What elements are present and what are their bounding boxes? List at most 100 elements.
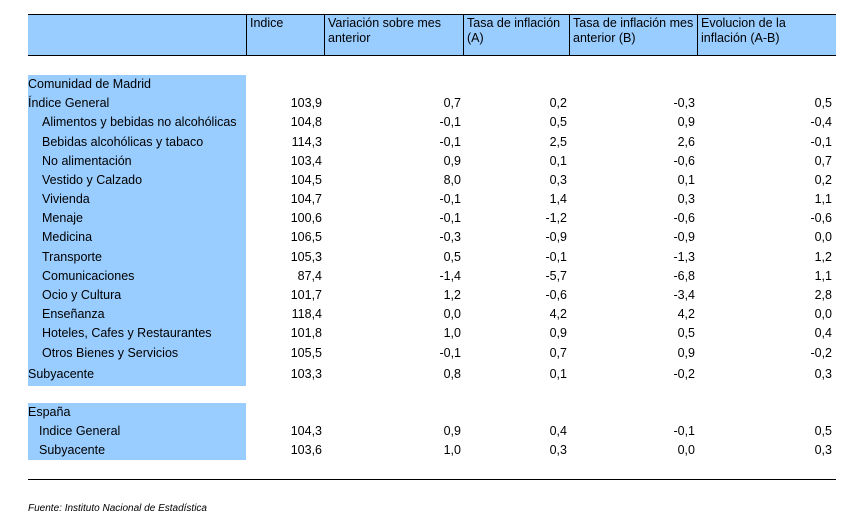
cell-value: 0,0 [814, 307, 832, 321]
table-row: Enseñanza 118,4 0,0 4,2 4,2 0,0 [0, 305, 850, 324]
header-evolucion: Evolucion de la inflación (A-B) [697, 15, 836, 55]
cell-value: 0,8 [443, 367, 461, 381]
cell-value: 2,6 [677, 135, 695, 149]
row-label: Comunicaciones [42, 269, 135, 283]
cell-value: -0,6 [673, 211, 695, 225]
source-note: Fuente: Instituto Nacional de Estadístic… [28, 503, 207, 514]
cell-value: 101,8 [290, 326, 322, 340]
header-tasa-a: Tasa de inflación (A) [463, 15, 569, 55]
cell-value: 1,0 [443, 443, 461, 457]
cell-value: 2,8 [814, 288, 832, 302]
cell-value: -0,1 [439, 211, 461, 225]
cell-value: 4,2 [549, 307, 567, 321]
cell-value: -0,6 [545, 288, 567, 302]
cell-value: 1,2 [443, 288, 461, 302]
table-row: Comunicaciones 87,4 -1,4 -5,7 -6,8 1,1 [0, 267, 850, 286]
cell-value: 0,9 [443, 424, 461, 438]
cell-value: 103,9 [290, 96, 322, 110]
cell-value: 1,1 [814, 269, 832, 283]
cell-value: 103,4 [290, 154, 322, 168]
row-label: Índice General [28, 96, 110, 110]
row-label: Subyacente [28, 367, 95, 381]
cell-value: 1,4 [549, 192, 567, 206]
cell-value: -0,1 [439, 346, 461, 360]
cell-value: 1,2 [814, 250, 832, 264]
cell-value: 100,6 [290, 211, 322, 225]
cell-value: 104,8 [290, 115, 322, 129]
header-blank [28, 15, 246, 55]
cell-value: 0,1 [677, 173, 695, 187]
table-row: Vivienda 104,7 -0,1 1,4 0,3 1,1 [0, 190, 850, 209]
cell-value: 0,5 [677, 326, 695, 340]
row-label: Comunidad de Madrid [28, 77, 151, 91]
row-label: Vivienda [42, 192, 90, 206]
table-row: Transporte 105,3 0,5 -0,1 -1,3 1,2 [0, 248, 850, 267]
table-row: Bebidas alcohólicas y tabaco 114,3 -0,1 2,5… [0, 133, 850, 152]
cell-value: 0,3 [814, 367, 832, 381]
cell-value: 0,2 [814, 173, 832, 187]
cell-value: 1,0 [443, 326, 461, 340]
cell-value: 0,5 [814, 96, 832, 110]
cell-value: 0,5 [814, 424, 832, 438]
row-label: Hoteles, Cafes y Restaurantes [42, 326, 212, 340]
cell-value: 105,5 [290, 346, 322, 360]
row-label: Otros Bienes y Servicios [42, 346, 179, 360]
cell-value: 1,1 [814, 192, 832, 206]
cell-value: 0,0 [677, 443, 695, 457]
cell-value: -1,3 [673, 250, 695, 264]
cell-value: 0,9 [549, 326, 567, 340]
section-row-espana: España [0, 403, 850, 422]
table-row-madrid-subyacente: Subyacente 103,3 0,8 0,1 -0,2 0,3 [0, 365, 850, 384]
cell-value: 0,1 [549, 367, 567, 381]
cell-value: 0,3 [549, 173, 567, 187]
cell-value: -0,1 [810, 135, 832, 149]
cell-value: -0,9 [673, 230, 695, 244]
table-row-madrid-general: Índice General 103,9 0,7 0,2 -0,3 0,5 [0, 94, 850, 113]
table-row: Menaje 100,6 -0,1 -1,2 -0,6 -0,6 [0, 209, 850, 228]
row-label: Subyacente [39, 443, 106, 457]
cell-value: -0,2 [673, 367, 695, 381]
cell-value: -0,3 [439, 230, 461, 244]
cell-value: 0,3 [677, 192, 695, 206]
cell-value: -6,8 [673, 269, 695, 283]
row-label: Vestido y Calzado [42, 173, 143, 187]
cell-value: 105,3 [290, 250, 322, 264]
cell-value: 0,5 [443, 250, 461, 264]
cell-value: -1,4 [439, 269, 461, 283]
cell-value: 118,4 [291, 307, 322, 321]
table-header: Indice Variación sobre mes anterior Tasa d… [28, 14, 836, 56]
cell-value: 104,5 [290, 173, 322, 187]
cell-value: -3,4 [673, 288, 695, 302]
cell-value: 87,4 [297, 269, 322, 283]
cell-value: -0,9 [545, 230, 567, 244]
cell-value: 103,6 [290, 443, 322, 457]
cell-value: 0,5 [549, 115, 567, 129]
row-label: Enseñanza [42, 307, 105, 321]
cell-value: -0,3 [673, 96, 695, 110]
table-row: No alimentación 103,4 0,9 0,1 -0,6 0,7 [0, 152, 850, 171]
header-variacion: Variación sobre mes anterior [324, 15, 463, 55]
cell-value: -1,2 [545, 211, 567, 225]
bottom-rule [28, 479, 836, 480]
cell-value: 0,7 [814, 154, 832, 168]
table-row-espana-subyacente: Subyacente 103,6 1,0 0,3 0,0 0,3 [0, 441, 850, 460]
cell-value: -0,1 [439, 135, 461, 149]
table-row: Otros Bienes y Servicios 105,5 -0,1 0,7 0,9 -… [0, 344, 850, 363]
row-label: Ocio y Cultura [42, 288, 122, 302]
cell-value: 0,1 [549, 154, 567, 168]
row-label: Indice General [39, 424, 121, 438]
cell-value: 101,7 [290, 288, 322, 302]
row-label: Medicina [42, 230, 93, 244]
cell-value: 2,5 [549, 135, 567, 149]
table-row-espana-general: Indice General 104,3 0,9 0,4 -0,1 0,5 [0, 422, 850, 441]
cell-value: 0,3 [814, 443, 832, 457]
cell-value: 0,4 [549, 424, 567, 438]
cell-value: 0,0 [443, 307, 461, 321]
label-column-madrid [28, 75, 246, 386]
cell-value: -0,1 [673, 424, 695, 438]
table-row: Ocio y Cultura 101,7 1,2 -0,6 -3,4 2,8 [0, 286, 850, 305]
table-row: Vestido y Calzado 104,5 8,0 0,3 0,1 0,2 [0, 171, 850, 190]
cell-value: 103,3 [290, 367, 322, 381]
cell-value: -0,6 [810, 211, 832, 225]
